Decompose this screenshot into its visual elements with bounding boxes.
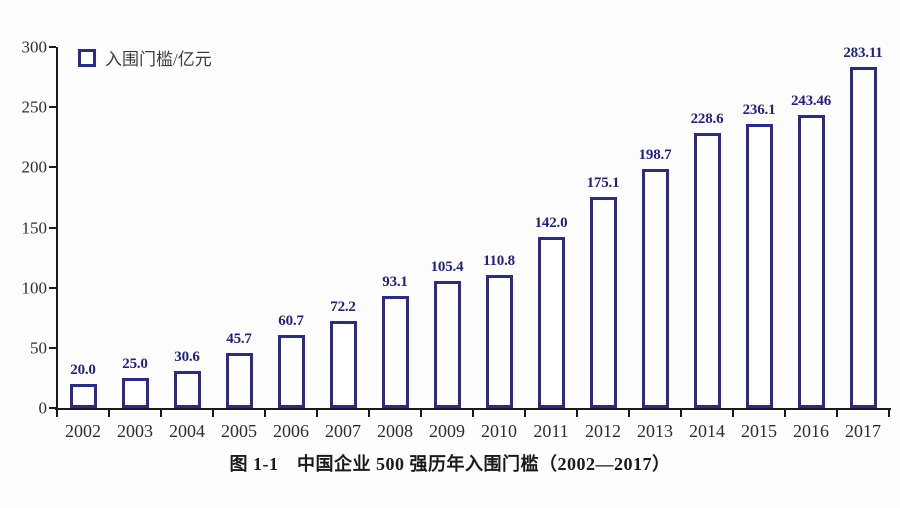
x-tick-label: 2002 xyxy=(65,421,101,441)
x-axis-tick xyxy=(888,410,890,417)
x-axis-tick xyxy=(264,410,266,417)
bar xyxy=(277,334,305,408)
bar xyxy=(121,377,149,408)
legend-label: 入围门槛/亿元 xyxy=(105,50,212,69)
bar-value-label: 30.6 xyxy=(174,349,200,366)
y-tick-label: 50 xyxy=(30,338,47,358)
x-axis-tick xyxy=(628,410,630,417)
x-axis-tick xyxy=(836,410,838,417)
x-axis-tick xyxy=(784,410,786,417)
x-tick-label: 2006 xyxy=(273,421,309,441)
y-axis-tick xyxy=(49,226,56,229)
bar xyxy=(485,274,513,408)
x-axis-tick xyxy=(368,410,370,417)
bar-value-label: 283.11 xyxy=(843,45,883,62)
bar-value-label: 93.1 xyxy=(382,273,408,290)
y-axis-tick xyxy=(49,407,56,409)
y-axis-tick xyxy=(49,46,56,48)
bar-value-label: 198.7 xyxy=(638,146,672,163)
bar xyxy=(797,115,825,408)
bar xyxy=(745,123,773,408)
x-tick-label: 2012 xyxy=(585,421,621,441)
x-axis-tick xyxy=(472,410,474,417)
bar-value-label: 45.7 xyxy=(226,331,252,347)
x-axis-line xyxy=(55,408,891,410)
bar-value-label: 243.46 xyxy=(790,93,832,110)
x-axis-tick xyxy=(524,410,526,417)
legend-square-icon xyxy=(78,48,96,67)
bar xyxy=(693,132,721,408)
x-axis-tick xyxy=(732,410,734,417)
x-axis-tick xyxy=(316,410,318,417)
y-tick-label: 100 xyxy=(21,278,48,298)
x-axis-tick xyxy=(420,410,422,417)
x-tick-label: 2008 xyxy=(377,421,413,441)
y-axis-tick xyxy=(49,106,56,109)
bar-value-label: 60.7 xyxy=(278,312,304,329)
x-tick-label: 2010 xyxy=(481,421,517,441)
bar xyxy=(173,371,201,408)
x-axis-tick xyxy=(108,410,110,417)
x-tick-label: 2016 xyxy=(793,421,829,441)
bar-value-label: 142.0 xyxy=(534,215,568,232)
figure-caption: 图 1-1 中国企业 500 强历年入围门槛（2002—2017） xyxy=(229,454,671,474)
bar-value-label: 25.0 xyxy=(122,355,148,372)
y-axis-tick xyxy=(49,166,56,169)
x-tick-label: 2003 xyxy=(117,421,153,441)
y-axis-tick xyxy=(49,346,56,349)
legend: 入围门槛/亿元 xyxy=(78,45,212,70)
bar-value-label: 228.6 xyxy=(690,110,724,127)
y-tick-label: 150 xyxy=(21,218,48,237)
bar xyxy=(433,281,461,408)
x-axis-tick xyxy=(212,410,214,417)
x-tick-label: 2015 xyxy=(741,421,777,441)
x-axis-tick xyxy=(56,410,58,417)
y-tick-label: 300 xyxy=(21,37,48,57)
bar xyxy=(381,295,409,408)
bar xyxy=(225,353,253,408)
y-tick-label: 0 xyxy=(38,398,48,418)
x-tick-label: 2004 xyxy=(169,421,205,441)
x-tick-label: 2009 xyxy=(429,421,465,441)
bar-value-label: 175.1 xyxy=(586,175,620,192)
x-tick-label: 2017 xyxy=(845,421,881,441)
x-tick-label: 2014 xyxy=(689,421,725,441)
bar xyxy=(849,67,877,408)
bar-value-label: 105.4 xyxy=(430,259,464,276)
x-axis-tick xyxy=(576,410,578,417)
y-tick-label: 200 xyxy=(21,157,48,177)
x-tick-label: 2013 xyxy=(637,421,673,441)
x-tick-label: 2007 xyxy=(325,421,361,441)
bar xyxy=(329,321,357,408)
bar-value-label: 72.2 xyxy=(330,299,356,316)
bar xyxy=(69,383,97,408)
bar-value-label: 110.8 xyxy=(483,252,515,269)
x-axis-tick xyxy=(160,410,162,417)
y-tick-label: 250 xyxy=(21,97,48,117)
x-tick-label: 2005 xyxy=(221,421,257,441)
y-axis-tick xyxy=(49,286,56,289)
bar xyxy=(589,197,617,408)
bar xyxy=(537,237,565,408)
bar-value-label: 20.0 xyxy=(70,361,96,378)
x-axis-tick xyxy=(680,410,682,417)
bar xyxy=(641,168,669,408)
bar-value-label: 236.1 xyxy=(742,101,776,118)
x-tick-label: 2011 xyxy=(533,421,569,441)
y-axis-line xyxy=(56,47,58,410)
